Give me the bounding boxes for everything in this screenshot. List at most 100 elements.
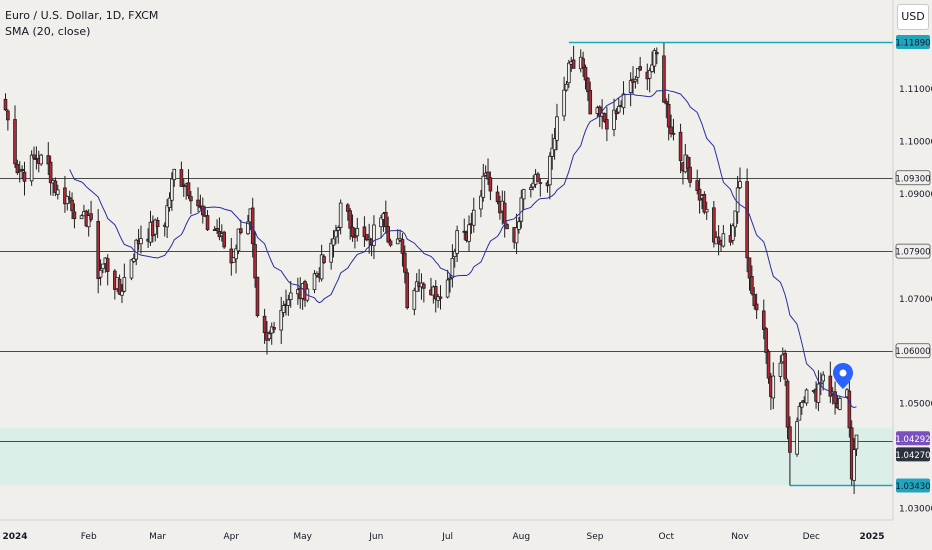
candle-body — [778, 362, 783, 377]
candle-body — [32, 154, 36, 159]
price-tick-label: 1.03000 — [899, 505, 932, 515]
candle-body — [229, 248, 234, 264]
candle-body — [488, 177, 493, 192]
candle-body — [697, 188, 702, 201]
time-tick-label: Oct — [659, 532, 675, 542]
candle-body — [253, 244, 257, 279]
time-tick-label: May — [293, 532, 312, 542]
price-label[interactable]: 1.03430 — [895, 478, 931, 493]
candle-body — [400, 239, 405, 254]
candle-body — [322, 256, 326, 263]
candle-body — [548, 155, 552, 186]
candle-body — [215, 228, 219, 231]
candle-body — [312, 273, 317, 291]
candle-body — [854, 434, 859, 450]
candle-body — [721, 233, 726, 247]
candle-body — [536, 173, 540, 182]
candle-body — [134, 239, 139, 260]
candle-body — [388, 240, 393, 246]
candle-body — [362, 226, 367, 237]
time-tick-label: Feb — [81, 532, 97, 542]
currency-button[interactable]: USD — [897, 4, 929, 30]
map-pin-icon[interactable] — [833, 363, 853, 389]
candle-body — [738, 181, 742, 188]
candle-body — [329, 242, 333, 263]
price-label[interactable]: 1.06000 — [895, 343, 931, 359]
candle-body — [583, 66, 588, 81]
candle-body — [353, 235, 357, 238]
candle-body — [48, 161, 53, 184]
candle-body — [170, 178, 174, 201]
candle-body — [747, 257, 752, 279]
candle-body — [319, 254, 324, 280]
candle-body — [236, 228, 241, 252]
candle-body — [452, 251, 457, 258]
candle-body — [666, 103, 671, 128]
price-label[interactable]: 1.11890 — [895, 35, 931, 49]
candle-body — [65, 196, 70, 205]
candle-body — [795, 421, 799, 455]
price-label[interactable]: 1.07900 — [895, 243, 931, 259]
candle-body — [86, 215, 91, 228]
price-label-text: 1.04292 — [895, 435, 930, 445]
candle-body — [550, 147, 555, 157]
candle-body — [338, 202, 343, 228]
candle-body — [386, 226, 390, 243]
price-label[interactable]: 1.04270 — [895, 447, 931, 462]
candle-body — [167, 197, 172, 208]
price-label-box — [896, 478, 930, 493]
candle-body — [412, 289, 417, 310]
candle-body — [852, 449, 856, 481]
price-tick-label: 1.05000 — [899, 400, 932, 410]
candle-body — [101, 263, 105, 269]
price-label-text: 1.11890 — [895, 39, 930, 49]
candle-body — [821, 374, 825, 382]
candle-body — [669, 126, 673, 135]
candle-body — [122, 277, 127, 292]
candle-body — [581, 58, 585, 68]
candle-body — [355, 228, 360, 237]
candle-body — [495, 191, 500, 203]
candle-body — [70, 199, 74, 212]
candle-body — [571, 59, 576, 69]
price-label-box — [895, 170, 931, 186]
candle-body — [602, 113, 607, 122]
candle-body — [269, 326, 274, 334]
candle-body — [267, 333, 272, 340]
candle-body — [22, 171, 27, 182]
candle-body — [345, 204, 350, 212]
candle-body — [688, 166, 692, 183]
candle-body — [597, 106, 602, 117]
candle-body — [3, 98, 8, 111]
candle-body — [614, 110, 619, 115]
candle-body — [255, 276, 260, 316]
price-label[interactable]: 1.04292 — [895, 431, 931, 446]
price-axis: 1.11000 1.10000 1.09000 1.07000 1.05000 1.030… — [899, 85, 932, 514]
candle-body — [735, 187, 740, 213]
candle-body — [766, 350, 771, 379]
candle-body — [53, 180, 58, 193]
time-tick-label: Apr — [224, 532, 240, 542]
candle-body — [800, 402, 804, 408]
candle-body — [502, 202, 507, 224]
candle-body — [334, 230, 338, 238]
candle-body — [379, 217, 383, 228]
price-label-text: 1.07900 — [895, 248, 930, 258]
candle-body — [445, 279, 450, 298]
support-zone — [0, 427, 893, 486]
price-label[interactable]: 1.09300 — [895, 170, 931, 186]
candle-body — [564, 83, 569, 91]
candle-body — [514, 227, 519, 244]
candle-body — [438, 296, 443, 299]
candle-body — [403, 252, 407, 273]
candle-body — [105, 258, 110, 272]
candle-body — [788, 426, 792, 453]
candle-body — [172, 168, 177, 181]
candle-body — [678, 131, 683, 162]
candle-body — [588, 89, 593, 115]
candle-body — [704, 209, 709, 213]
candle-body — [764, 328, 768, 353]
candle-body — [797, 406, 802, 421]
candle-body — [20, 168, 24, 172]
